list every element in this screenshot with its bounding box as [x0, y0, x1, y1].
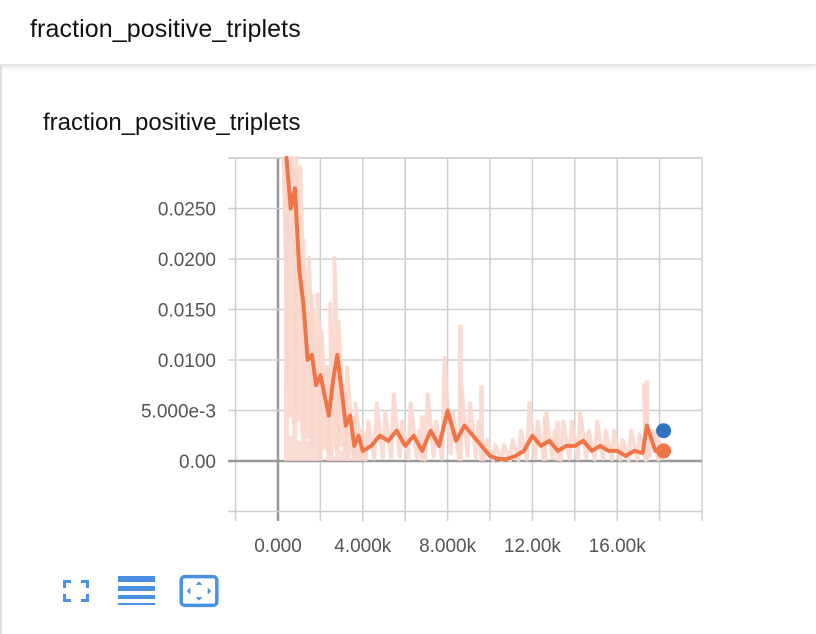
- svg-text:0.000: 0.000: [254, 536, 302, 557]
- smoothed-series-line: [284, 156, 662, 461]
- svg-text:0.0250: 0.0250: [158, 200, 216, 221]
- x-axis-labels: 0.000 4.000k 8.000k 12.00k 16.00k: [254, 536, 646, 557]
- chart-title: fraction_positive_triplets: [43, 109, 301, 136]
- list-lines-icon: [118, 576, 155, 605]
- fit-domain-button[interactable]: [179, 573, 219, 609]
- fullscreen-button[interactable]: [56, 573, 96, 609]
- expand-icon: [63, 580, 89, 602]
- svg-text:12.00k: 12.00k: [504, 536, 562, 557]
- svg-text:0.00: 0.00: [179, 452, 216, 473]
- svg-text:8.000k: 8.000k: [419, 536, 477, 557]
- series-end-markers: [656, 423, 672, 459]
- y-axis-labels: 0.00 5.000e-3 0.0100 0.0150 0.0200 0.0250: [141, 200, 216, 474]
- svg-text:16.00k: 16.00k: [589, 536, 647, 557]
- toggle-log-scale-button[interactable]: [117, 573, 157, 609]
- chart-card: fraction_positive_triplets: [0, 66, 816, 634]
- svg-text:0.0150: 0.0150: [158, 301, 216, 322]
- svg-text:4.000k: 4.000k: [334, 536, 392, 557]
- header-title: fraction_positive_triplets: [30, 15, 301, 43]
- page-header: fraction_positive_triplets: [0, 0, 816, 65]
- chart-toolbar: [56, 572, 219, 610]
- fit-to-data-icon: [179, 574, 219, 608]
- svg-text:0.0100: 0.0100: [158, 351, 216, 372]
- svg-text:0.0200: 0.0200: [158, 250, 216, 271]
- svg-text:5.000e-3: 5.000e-3: [141, 402, 216, 423]
